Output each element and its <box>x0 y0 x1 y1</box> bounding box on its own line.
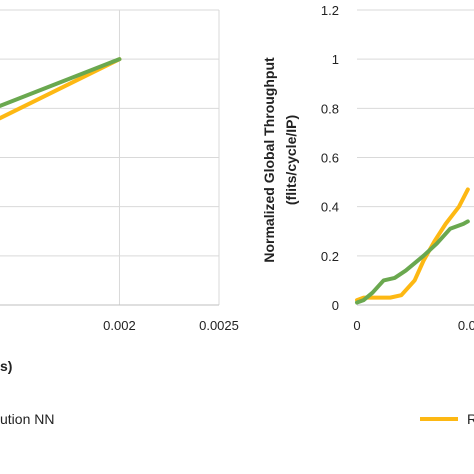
right-x-tick-label: 0.00 <box>458 318 474 333</box>
right-y-tick-label: 1 <box>332 52 339 67</box>
right-legend-label-fragment: R <box>467 411 474 427</box>
left-x-tick-label: 0.0025 <box>199 318 239 333</box>
right-x-tick-label: 0 <box>353 318 360 333</box>
left-x-axis-label-fragment: s) <box>0 358 12 374</box>
left-chart: 0.002 0.0025 <box>0 9 239 333</box>
right-series-line-0 <box>355 187 470 303</box>
right-y-axis-title-line1: Normalized Global Throughput <box>261 57 277 263</box>
left-series-line-1 <box>0 57 122 108</box>
right-y-tick-label: 0.2 <box>321 249 339 264</box>
right-y-tick-label: 0.4 <box>321 200 339 215</box>
right-y-tick-label: 0.6 <box>321 151 339 166</box>
right-series-line-1 <box>355 219 470 305</box>
left-legend-label-fragment: ution NN <box>0 411 54 427</box>
right-y-axis-title: Normalized Global Throughput (flits/cycl… <box>261 57 299 263</box>
right-y-axis-title-line2: (flits/cycle/IP) <box>283 115 299 205</box>
right-chart: 0 0.2 0.4 0.6 0.8 1 1.2 0 0.00 <box>321 3 474 333</box>
right-y-tick-label: 1.2 <box>321 3 339 18</box>
right-y-tick-label: 0 <box>332 298 339 313</box>
right-y-tick-label: 0.8 <box>321 101 339 116</box>
left-x-tick-label: 0.002 <box>103 318 136 333</box>
